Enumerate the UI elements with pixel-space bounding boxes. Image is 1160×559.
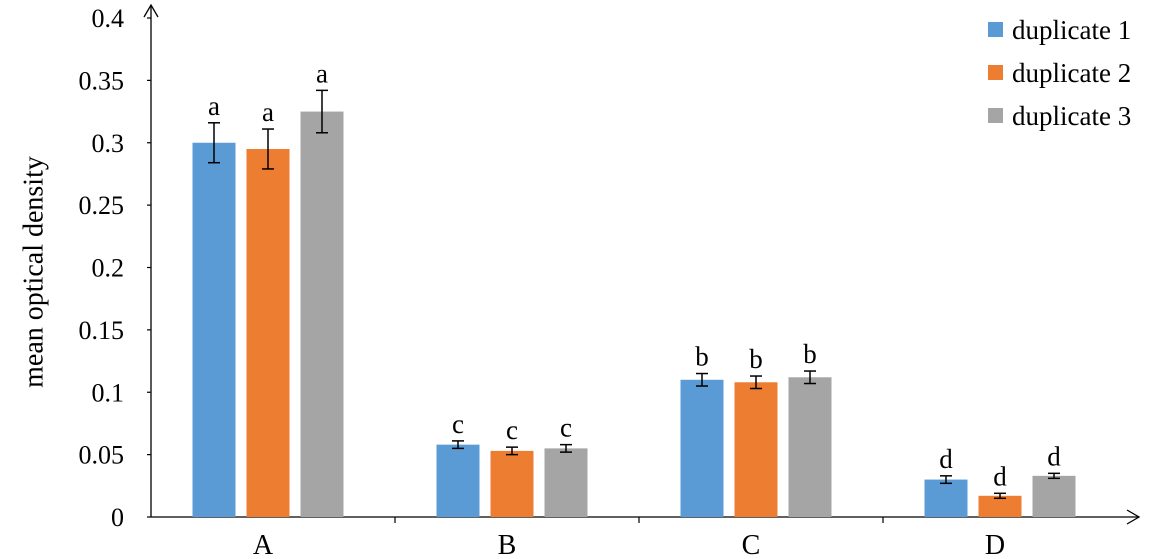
bar (490, 450, 534, 517)
y-tick-label: 0.15 (79, 316, 125, 345)
significance-letter: a (316, 58, 328, 88)
significance-letter: c (452, 409, 464, 439)
bars-group: a a a c c c b b b d d d (192, 58, 1076, 518)
y-axis: 0 0.05 0.1 0.15 0.2 0.25 0.3 0.35 0.4 (79, 3, 159, 532)
y-tick-label: 0.35 (79, 66, 125, 95)
significance-letter: d (993, 461, 1007, 491)
y-tick-label: 0.4 (92, 4, 125, 33)
y-tick-label: 0.2 (92, 254, 125, 283)
y-tick-label: 0.25 (79, 191, 125, 220)
bar (436, 444, 480, 517)
significance-letter: a (262, 97, 274, 127)
legend-label: duplicate 2 (1012, 58, 1131, 88)
bar (246, 148, 290, 518)
x-tick-label: B (498, 530, 517, 559)
bar (680, 379, 724, 517)
legend-swatch (988, 108, 1003, 123)
significance-letter: d (1047, 441, 1061, 471)
bar (788, 377, 832, 517)
significance-letter: b (749, 344, 763, 374)
x-tick-label: A (253, 530, 274, 559)
y-tick-label: 0.1 (92, 378, 125, 407)
bar (978, 495, 1022, 517)
significance-letter: c (506, 415, 518, 445)
legend-swatch (988, 22, 1003, 37)
legend: duplicate 1 duplicate 2 duplicate 3 (988, 15, 1131, 131)
y-tick-label: 0.05 (79, 441, 125, 470)
bar (924, 479, 968, 517)
y-tick-label: 0 (111, 503, 124, 532)
x-tick-label: C (742, 530, 761, 559)
legend-label: duplicate 3 (1012, 101, 1131, 131)
y-axis-arrow (143, 3, 159, 18)
bar (1032, 475, 1076, 517)
significance-letter: c (560, 413, 572, 443)
bar (300, 111, 344, 517)
legend-label: duplicate 1 (1012, 15, 1131, 45)
x-axis: A B C D (151, 509, 1141, 559)
significance-letter: a (208, 91, 220, 121)
y-tick-label: 0.3 (92, 129, 125, 158)
significance-letter: b (695, 342, 709, 372)
bar (734, 382, 778, 517)
y-axis-label: mean optical density (18, 156, 49, 388)
significance-letter: d (939, 444, 953, 474)
x-tick-label: D (985, 530, 1005, 559)
legend-swatch (988, 65, 1003, 80)
bar (192, 142, 236, 517)
x-axis-arrow (1126, 509, 1141, 525)
significance-letter: b (803, 339, 817, 369)
bar (544, 448, 588, 517)
